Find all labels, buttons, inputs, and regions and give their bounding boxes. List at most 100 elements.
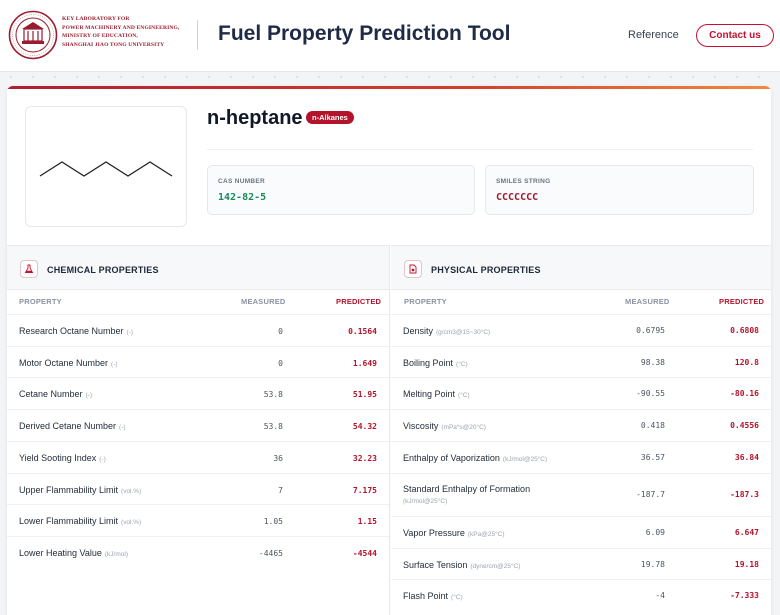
table-row: Lower Flammability Limit (vol.%) 1.05 1.15 — [7, 504, 389, 536]
measured-value: 98.38 — [640, 357, 665, 367]
predicted-value: 0.6808 — [730, 325, 759, 335]
cas-label: CAS NUMBER — [218, 178, 266, 185]
measured-value: 0.6795 — [636, 325, 665, 335]
measured-value: 0 — [278, 327, 283, 336]
predicted-value: 54.32 — [352, 422, 377, 432]
table-row: Flash Point (°C) -4 -7.333 — [391, 579, 771, 611]
col-header-property: PROPERTY — [19, 297, 62, 306]
measured-value: 19.78 — [640, 559, 665, 569]
predicted-value: 6.647 — [734, 527, 759, 537]
col-header-property: PROPERTY — [404, 297, 447, 306]
property-name: Motor Octane Number (-) — [19, 357, 118, 368]
predicted-value: -4544 — [352, 548, 377, 558]
measured-value: 0 — [278, 358, 283, 368]
predicted-value: 19.18 — [734, 559, 759, 569]
measured-value: -187.7 — [636, 490, 665, 500]
smiles-label: SMILES STRING — [496, 178, 551, 185]
property-unit: (-) — [119, 424, 126, 432]
top-header: KEY LABORATORY FOR POWER MACHINERY AND E… — [0, 0, 780, 72]
panel-title: PHYSICAL PROPERTIES — [431, 265, 541, 275]
property-unit: (mPa*s@20°C) — [441, 424, 486, 432]
property-name: Standard Enthalpy of Formation — [403, 483, 531, 494]
property-name: Enthalpy of Vaporization (kJ/mol@25°C) — [403, 452, 548, 463]
property-name: Surface Tension (dyne/cm@25°C) — [403, 559, 521, 570]
table-row: Motor Octane Number (-) 0 1.649 — [7, 345, 389, 378]
table-row: Lower Heating Value (kJ/mol) -4465 -4544 — [7, 535, 389, 568]
contact-button[interactable]: Contact us — [696, 24, 774, 47]
table-row: Vapor Pressure (kPa@25°C) 6.09 6.647 — [391, 516, 771, 548]
molecule-structure — [25, 106, 187, 227]
compound-card: n-heptane n-Alkanes CAS NUMBER 142-82-5 … — [7, 86, 771, 615]
predicted-value: 0.1564 — [348, 327, 377, 336]
table-row: Yield Sooting Index (-) 36 32.23 — [7, 440, 389, 473]
cas-value: 142-82-5 — [218, 192, 267, 203]
lab-name-line: SHANGHAI JIAO TONG UNIVERSITY — [62, 41, 165, 48]
predicted-value: -187.3 — [730, 490, 759, 500]
table-row: Boiling Point (°C) 98.38 120.8 — [391, 345, 771, 378]
chemical-properties-panel: CHEMICAL PROPERTIES PROPERTY MEASURED PR… — [7, 245, 390, 615]
property-unit: (g/cm3@15~30°C) — [436, 329, 491, 336]
property-unit: (kJ/mol@25°C) — [502, 455, 548, 463]
panel-title: CHEMICAL PROPERTIES — [47, 265, 159, 275]
measured-value: 53.8 — [263, 390, 283, 400]
property-name: Cetane Number (-) — [19, 389, 93, 400]
property-name: Research Octane Number (-) — [19, 326, 134, 336]
measured-value: -4465 — [258, 548, 283, 558]
class-badge: n-Alkanes — [306, 111, 354, 124]
panel-header: PHYSICAL PROPERTIES — [391, 245, 771, 290]
property-name: Viscosity (mPa*s@20°C) — [403, 421, 486, 432]
col-header-predicted: PREDICTED — [719, 297, 765, 306]
measured-value: -90.55 — [636, 389, 665, 399]
predicted-value: -7.333 — [730, 591, 759, 601]
predicted-value: 0.4556 — [730, 420, 759, 430]
property-name: Density (g/cm3@15~30°C) — [403, 326, 491, 336]
accent-bar — [7, 86, 771, 89]
property-unit: (kJ/mol) — [104, 550, 128, 558]
predicted-value: 120.8 — [734, 357, 759, 367]
zigzag-chain-structure — [39, 161, 173, 177]
property-unit: (°C) — [458, 392, 470, 400]
property-unit: (°C) — [456, 360, 468, 368]
lab-name-line: KEY LABORATORY FOR — [62, 16, 130, 22]
table-row: Research Octane Number (-) 0 0.1564 — [7, 314, 389, 346]
nav-reference-link[interactable]: Reference — [628, 29, 679, 41]
table-row: Derived Cetane Number (-) 53.8 54.32 — [7, 409, 389, 441]
flask-icon — [20, 260, 38, 278]
property-unit: (vol.%) — [121, 487, 142, 495]
property-name: Vapor Pressure (kPa@25°C) — [403, 528, 505, 538]
page-title: Fuel Property Prediction Tool — [218, 22, 511, 45]
measured-value: 36 — [273, 453, 283, 463]
col-header-measured: MEASURED — [241, 297, 286, 306]
property-unit: (-) — [126, 329, 134, 336]
property-name: Derived Cetane Number (-) — [19, 421, 126, 432]
header-divider — [197, 20, 198, 50]
university-seal-icon[interactable] — [8, 10, 58, 60]
table-row: Viscosity (mPa*s@20°C) 0.418 0.4556 — [391, 409, 771, 441]
table-row: Cetane Number (-) 53.8 51.95 — [7, 377, 389, 409]
predicted-value: 7.175 — [352, 485, 377, 495]
compound-name: n-heptane — [207, 107, 303, 129]
smiles-box: SMILES STRING CCCCCCC — [485, 165, 754, 215]
property-unit: (-) — [111, 360, 118, 368]
predicted-value: 32.23 — [352, 453, 377, 463]
property-unit: (°C) — [451, 594, 463, 602]
predicted-value: 1.15 — [357, 517, 377, 527]
lab-name-line: POWER MACHINERY AND ENGINEERING, — [62, 24, 180, 31]
property-name: Lower Heating Value (kJ/mol) — [19, 547, 128, 558]
table-row: Enthalpy of Vaporization (kJ/mol@25°C) 36.… — [391, 440, 771, 473]
lab-name-line: MINISTRY OF EDUCATION, — [62, 33, 138, 40]
panel-header: CHEMICAL PROPERTIES — [7, 245, 389, 290]
predicted-value: -80.16 — [730, 389, 759, 399]
measured-value: 36.57 — [640, 452, 665, 462]
property-unit: (-) — [99, 455, 106, 463]
property-unit: (kPa@25°C) — [467, 531, 505, 538]
table-row: Melting Point (°C) -90.55 -80.16 — [391, 377, 771, 409]
col-header-predicted: PREDICTED — [336, 297, 382, 306]
property-name: Upper Flammability Limit (vol.%) — [19, 484, 142, 495]
document-icon — [404, 260, 422, 278]
property-unit: (kJ/mol@25°C) — [403, 497, 448, 505]
measured-value: 1.05 — [263, 517, 283, 527]
property-name: Melting Point (°C) — [403, 389, 470, 400]
col-header-measured: MEASURED — [625, 297, 670, 306]
measured-value: 7 — [278, 485, 283, 495]
